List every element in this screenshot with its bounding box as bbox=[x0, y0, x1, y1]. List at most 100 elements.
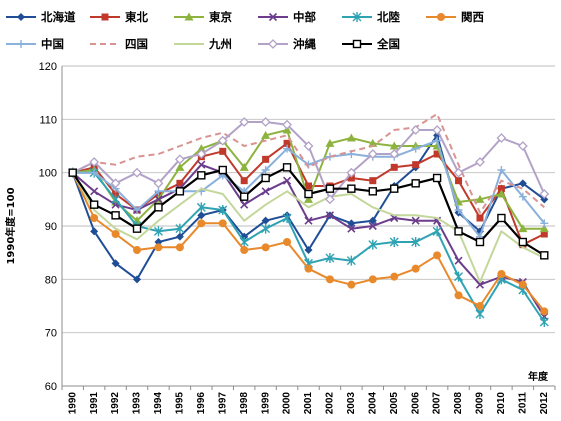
series-10 bbox=[67, 117, 550, 205]
data-point bbox=[283, 238, 292, 246]
data-point bbox=[239, 237, 249, 247]
data-point bbox=[304, 264, 313, 273]
data-point bbox=[454, 291, 463, 300]
data-point bbox=[347, 280, 356, 289]
y-tick-label: 80 bbox=[45, 274, 57, 286]
data-point bbox=[475, 194, 485, 203]
y-tick-label: 100 bbox=[39, 168, 57, 180]
legend-marker bbox=[352, 12, 362, 22]
data-point bbox=[175, 162, 185, 171]
data-point bbox=[369, 177, 377, 185]
data-point bbox=[411, 264, 420, 273]
data-point bbox=[282, 119, 292, 130]
data-point bbox=[218, 205, 228, 215]
data-point bbox=[325, 184, 335, 193]
data-point bbox=[304, 189, 313, 199]
data-point bbox=[540, 219, 549, 228]
data-point bbox=[132, 224, 142, 233]
legend-entry: 九州 bbox=[174, 37, 232, 51]
data-point bbox=[174, 154, 185, 165]
data-point bbox=[368, 138, 378, 147]
data-point bbox=[240, 177, 248, 185]
data-point bbox=[540, 230, 548, 238]
data-point bbox=[368, 216, 377, 225]
y-tick-label: 60 bbox=[45, 381, 57, 393]
data-point bbox=[433, 251, 442, 260]
data-point bbox=[260, 117, 271, 127]
legend-label: 中国 bbox=[41, 37, 64, 51]
legend-marker bbox=[101, 13, 109, 21]
data-point bbox=[218, 165, 227, 175]
legend-entry: 四国 bbox=[90, 37, 148, 51]
data-point bbox=[454, 256, 463, 265]
data-point bbox=[496, 189, 506, 198]
legend-entry: 北陸 bbox=[342, 10, 400, 24]
legend-marker bbox=[268, 12, 278, 22]
series-layer bbox=[67, 113, 550, 327]
data-point bbox=[497, 213, 506, 223]
data-point bbox=[239, 192, 249, 201]
data-point bbox=[111, 211, 120, 220]
data-point bbox=[218, 219, 227, 228]
data-point bbox=[539, 317, 549, 327]
data-point bbox=[497, 185, 505, 193]
data-point bbox=[346, 167, 357, 178]
x-tick-label: 2005 bbox=[389, 392, 400, 415]
legend-label: 東北 bbox=[125, 10, 148, 24]
data-point bbox=[347, 224, 356, 233]
data-point bbox=[175, 232, 184, 241]
x-tick-label: 2012 bbox=[539, 392, 550, 415]
data-point bbox=[90, 214, 99, 222]
data-point bbox=[196, 149, 207, 159]
data-point bbox=[517, 141, 528, 151]
x-tick-label: 2010 bbox=[496, 392, 507, 415]
y-tick-label: 110 bbox=[39, 114, 57, 126]
x-tick-label: 1990 bbox=[67, 392, 78, 415]
data-point bbox=[518, 224, 528, 233]
x-tick-label: 1995 bbox=[175, 392, 186, 415]
data-point bbox=[282, 213, 292, 223]
data-point bbox=[475, 302, 484, 310]
x-tick-label: 2009 bbox=[475, 392, 486, 415]
data-point bbox=[346, 255, 356, 266]
data-point bbox=[368, 275, 377, 284]
data-point bbox=[261, 216, 270, 225]
data-point bbox=[346, 133, 356, 142]
legend-entry: 関西 bbox=[426, 10, 484, 24]
legend-entry: 北海道 bbox=[6, 10, 76, 24]
x-tick-label: 1992 bbox=[110, 392, 121, 415]
data-point bbox=[240, 200, 249, 209]
x-tick-label: 2000 bbox=[282, 392, 293, 415]
legend-entry: 中部 bbox=[258, 10, 316, 24]
x-tick-label: 2001 bbox=[303, 392, 314, 415]
data-point bbox=[389, 149, 400, 159]
data-point bbox=[240, 246, 249, 254]
data-point bbox=[239, 162, 249, 171]
y-tick-label: 70 bbox=[45, 328, 57, 340]
series-line bbox=[71, 166, 545, 257]
legend-entry: 全国 bbox=[342, 37, 400, 51]
series-5 bbox=[68, 167, 549, 327]
x-tick-label: 2008 bbox=[453, 392, 464, 415]
data-point bbox=[433, 136, 442, 145]
data-point bbox=[454, 271, 464, 282]
data-point bbox=[475, 237, 485, 247]
data-point bbox=[389, 141, 399, 150]
data-point bbox=[347, 219, 356, 228]
data-point bbox=[89, 200, 99, 209]
data-point bbox=[305, 182, 312, 190]
data-point bbox=[540, 195, 549, 204]
data-point bbox=[219, 147, 227, 155]
data-point bbox=[90, 227, 99, 236]
data-point bbox=[110, 178, 121, 189]
x-axis-label: 年度 bbox=[528, 370, 549, 383]
data-point bbox=[133, 246, 142, 254]
data-point bbox=[518, 179, 527, 188]
legend-marker bbox=[437, 13, 445, 21]
data-point bbox=[261, 243, 270, 252]
data-point bbox=[325, 275, 334, 284]
series-line bbox=[71, 172, 545, 283]
data-point bbox=[476, 214, 484, 222]
